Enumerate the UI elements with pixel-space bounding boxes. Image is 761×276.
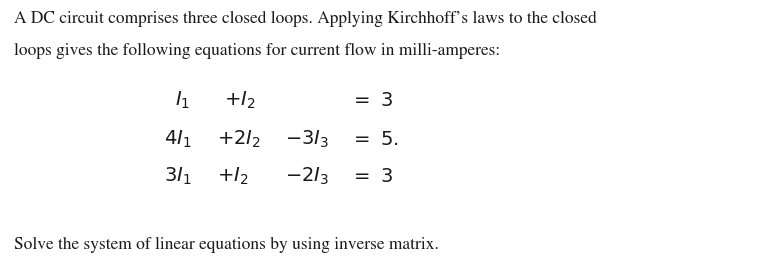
Text: $3I_1$: $3I_1$ (164, 166, 191, 187)
Text: $+I_2$: $+I_2$ (224, 90, 256, 112)
Text: $=\ 3$: $=\ 3$ (350, 167, 393, 186)
Text: Solve the system of linear equations by using inverse matrix.: Solve the system of linear equations by … (14, 237, 438, 253)
Text: $+2I_2$: $+2I_2$ (217, 129, 260, 150)
Text: $+I_2$: $+I_2$ (217, 166, 248, 187)
Text: $4I_1$: $4I_1$ (164, 129, 191, 150)
Text: $I_1$: $I_1$ (175, 90, 190, 112)
Text: $-2I_3$: $-2I_3$ (285, 166, 330, 187)
Text: A DC circuit comprises three closed loops. Applying Kirchhoff’s laws to the clos: A DC circuit comprises three closed loop… (14, 11, 597, 27)
Text: loops gives the following equations for current flow in milli-amperes:: loops gives the following equations for … (14, 43, 500, 59)
Text: $-3I_3$: $-3I_3$ (285, 129, 330, 150)
Text: $=\ 3$: $=\ 3$ (350, 91, 393, 110)
Text: $=\ 5.$: $=\ 5.$ (350, 130, 399, 149)
